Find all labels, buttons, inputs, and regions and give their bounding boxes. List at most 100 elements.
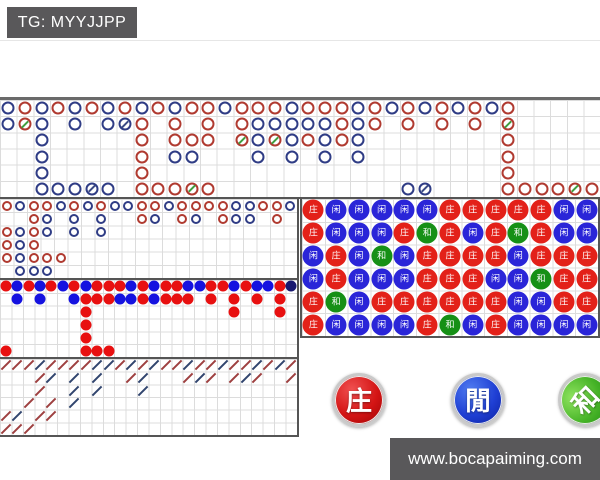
big-road-ring-banker	[268, 133, 282, 147]
cockroach-slash	[263, 360, 274, 371]
small-road-dot	[11, 280, 23, 292]
big-eye-ring-banker	[271, 213, 282, 224]
big-road-ring-player	[35, 166, 49, 180]
small-road-dot	[80, 280, 92, 292]
cockroach-slash	[137, 372, 149, 384]
big-road-ring-player	[68, 117, 82, 131]
big-eye-ring-player	[42, 266, 53, 277]
big-road-ring-banker	[518, 182, 532, 196]
small-road-dot	[114, 293, 126, 305]
bead-player: 闲	[371, 222, 393, 244]
small-road-dot	[57, 280, 69, 292]
small-road-dot	[228, 306, 240, 318]
cockroach-slash	[34, 360, 46, 371]
telegram-badge-label: TG: MYYJJPP	[17, 13, 127, 31]
bead-player: 闲	[553, 314, 575, 336]
big-road-ring-player	[418, 182, 432, 196]
small-road-dot	[148, 293, 160, 305]
big-eye-ring-banker	[42, 253, 53, 264]
small-road-dot	[114, 280, 126, 292]
bead-tie: 和	[439, 314, 461, 336]
small-road-dot	[23, 280, 35, 292]
bead-player: 闲	[507, 245, 529, 267]
bead-player: 闲	[302, 245, 324, 267]
big-road-ring-banker	[368, 101, 382, 115]
big-eye-ring-player	[28, 266, 39, 277]
cockroach-slash	[91, 360, 103, 371]
big-road-ring-banker	[501, 182, 515, 196]
cockroach-slash	[46, 360, 57, 371]
bead-plate-panel: 庄闲闲闲闲闲庄庄庄庄庄闲闲庄闲闲闲庄和庄闲庄和庄闲闲闲庄闲和闲庄庄庄庄闲庄庄庄闲…	[300, 197, 600, 338]
small-road-dot	[91, 293, 103, 305]
cockroach-slash	[217, 360, 229, 371]
bead-banker: 庄	[485, 314, 507, 336]
big-eye-ring-banker	[217, 200, 228, 211]
bead-banker: 庄	[485, 222, 507, 244]
small-road-dot	[103, 345, 115, 357]
big-eye-ring-banker	[1, 240, 12, 251]
big-eye-ring-banker	[204, 200, 215, 211]
bead-player: 闲	[530, 314, 552, 336]
big-road-ring-banker	[551, 182, 565, 196]
bead-player: 闲	[507, 314, 529, 336]
big-road-ring-banker	[501, 101, 515, 115]
cockroach-slash	[183, 372, 194, 384]
bead-banker: 庄	[325, 268, 347, 290]
cockroach-slash	[46, 410, 57, 422]
big-road-ring-player	[351, 150, 365, 164]
big-road-ring-player	[351, 117, 365, 131]
bead-player: 闲	[485, 268, 507, 290]
small-road-dot	[160, 280, 172, 292]
bead-banker: 庄	[462, 268, 484, 290]
small-road-dot	[251, 280, 263, 292]
bead-banker: 庄	[553, 291, 575, 313]
big-eye-ring-banker	[28, 226, 39, 237]
cockroach-slash	[68, 385, 80, 396]
big-road-ring-banker	[201, 182, 215, 196]
bet-player-button[interactable]: 閒	[451, 373, 505, 427]
cockroach-slash	[137, 360, 149, 371]
big-road-ring-banker	[335, 101, 349, 115]
cockroach-slash	[194, 372, 206, 384]
cockroach-slash	[194, 360, 206, 371]
tie-slash	[21, 120, 29, 129]
small-road-dot	[171, 280, 183, 292]
bead-player: 闲	[576, 199, 598, 221]
big-road-ring-banker	[501, 150, 515, 164]
cockroach-slash	[80, 360, 91, 371]
bead-banker: 庄	[576, 291, 598, 313]
small-road-dot	[11, 293, 23, 305]
big-road-ring-banker	[301, 101, 315, 115]
small-road-dot	[251, 293, 263, 305]
small-road-dot	[205, 293, 217, 305]
bet-banker-button[interactable]: 庄	[332, 373, 386, 427]
big-eye-ring-banker	[1, 253, 12, 264]
big-road-ring-banker	[235, 101, 249, 115]
big-eye-ring-player	[244, 213, 255, 224]
big-eye-ring-banker	[69, 200, 80, 211]
big-eye-ring-player	[190, 213, 201, 224]
small-road-dot	[80, 293, 92, 305]
small-road-dot	[0, 345, 12, 357]
cockroach-road-panel	[0, 359, 297, 437]
cockroach-slash	[285, 372, 297, 384]
bead-player: 闲	[576, 314, 598, 336]
small-road-dot	[80, 345, 92, 357]
big-road-ring-banker	[151, 182, 165, 196]
big-road-ring-player	[68, 101, 82, 115]
bead-banker: 庄	[507, 199, 529, 221]
bead-player: 闲	[462, 314, 484, 336]
cockroach-slash	[0, 360, 12, 371]
cockroach-slash	[23, 360, 34, 371]
bet-tie-button[interactable]: 和	[546, 361, 600, 439]
top-divider-line	[0, 40, 600, 41]
big-road-ring-player	[51, 182, 65, 196]
small-road-dot	[228, 293, 240, 305]
small-road-dot	[0, 280, 12, 292]
tie-slash	[571, 185, 579, 193]
big-road-ring-banker	[185, 133, 199, 147]
big-road-ring-banker	[135, 117, 149, 131]
small-road-dot	[228, 280, 240, 292]
big-road-ring-banker	[435, 117, 449, 131]
